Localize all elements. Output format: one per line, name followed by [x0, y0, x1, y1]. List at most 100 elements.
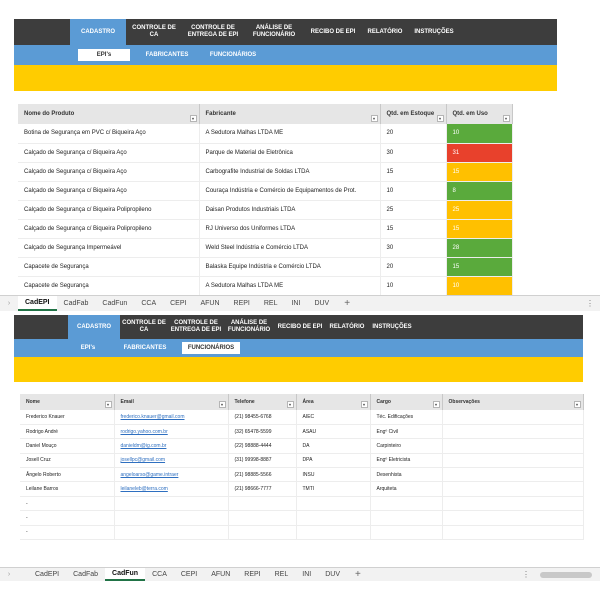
filter-dropdown-icon[interactable]: ▾: [502, 115, 510, 122]
sheet-tab-cca[interactable]: CCA: [152, 571, 167, 578]
filter-dropdown-icon[interactable]: ▾: [432, 401, 440, 408]
table-row[interactable]: Josell Cruz josellpc@gmail.com (31) 99998-…: [20, 453, 584, 469]
add-sheet-button[interactable]: +: [354, 569, 361, 580]
sheet-tab-cepi[interactable]: CEPI: [180, 571, 198, 578]
table-row[interactable]: Capacete de Segurança A Sedutora Malhas L…: [18, 276, 513, 296]
cell-qtd-estoque[interactable]: 25: [380, 200, 447, 220]
menu-controle-ca[interactable]: CONTROLE DE CA: [132, 25, 176, 38]
cell-nome[interactable]: -: [20, 496, 115, 512]
filter-dropdown-icon[interactable]: ▾: [360, 401, 368, 408]
sheet-tab-cepi[interactable]: CEPI: [170, 300, 187, 307]
table-row[interactable]: -: [20, 496, 584, 512]
table-row[interactable]: Calçado de Segurança Impermeável Weld Ste…: [18, 238, 513, 258]
sheet-tab-cca[interactable]: CCA: [141, 300, 157, 307]
cell-nome[interactable]: Daniel Mouço: [20, 438, 115, 454]
cell-cargo[interactable]: Carpinteiro: [370, 438, 443, 454]
table-row[interactable]: Calçado de Segurança c/ Biqueira Aço Cour…: [18, 181, 513, 201]
sheet-tab-duv[interactable]: DUV: [314, 300, 330, 307]
table-row[interactable]: -: [20, 525, 584, 541]
cell-fabricante[interactable]: Couraça Indústria e Comércio de Equipame…: [199, 181, 381, 201]
subtab-epis[interactable]: EPI's: [78, 49, 130, 61]
cell-cargo[interactable]: [370, 510, 443, 526]
cell-telefone[interactable]: [228, 510, 297, 526]
cell-telefone[interactable]: (32) 65478-5599: [228, 424, 297, 440]
table-row[interactable]: Calçado de Segurança c/ Biqueira Polipro…: [18, 200, 513, 220]
cell-observacoes[interactable]: [442, 496, 584, 512]
subtab-fabricantes[interactable]: FABRICANTES: [145, 52, 189, 58]
cell-email[interactable]: danieldm@ig.com.br: [114, 438, 229, 454]
cell-email[interactable]: leilaneleb@terra.com: [114, 481, 229, 497]
cell-observacoes[interactable]: [442, 410, 584, 425]
sheet-tab-repi[interactable]: REPI: [244, 571, 261, 578]
cell-area[interactable]: DPA: [296, 453, 371, 469]
cell-qtd-uso[interactable]: 28: [446, 238, 513, 258]
cell-observacoes[interactable]: [442, 467, 584, 483]
table-row[interactable]: Capacete de Segurança Balaska Equipe Indú…: [18, 257, 513, 277]
menu-controle-ca[interactable]: CONTROLE DE CA: [122, 320, 166, 333]
sheet-tab-rel[interactable]: REL: [274, 571, 289, 578]
cell-telefone[interactable]: (22) 98888-4444: [228, 438, 297, 454]
menu-controle-entrega-epi[interactable]: CONTROLE DE ENTREGA DE EPI: [170, 320, 222, 333]
cell-qtd-estoque[interactable]: 20: [380, 124, 447, 144]
table-row[interactable]: -: [20, 510, 584, 526]
cell-nome[interactable]: Ângelo Roberto: [20, 467, 115, 483]
cell-qtd-uso[interactable]: 10: [446, 276, 513, 296]
sheet-tab-cadfab[interactable]: CadFab: [63, 300, 89, 307]
table-row[interactable]: Calçado de Segurança c/ Biqueira Aço Carb…: [18, 162, 513, 182]
sheet-tab-afun[interactable]: AFUN: [200, 300, 220, 307]
cell-cargo[interactable]: Desenhista: [370, 467, 443, 483]
cell-email[interactable]: rodrigo.yahoo.com.br: [114, 424, 229, 440]
cell-cargo[interactable]: Arquiteta: [370, 481, 443, 497]
cell-cargo[interactable]: Téc. Edificações: [370, 410, 443, 425]
table-row[interactable]: Frederico Knauer frederico.knauer@gmail.c…: [20, 410, 584, 425]
cell-telefone[interactable]: [228, 496, 297, 512]
table-row[interactable]: Daniel Mouço danieldm@ig.com.br (22) 98888…: [20, 438, 584, 454]
cell-cargo[interactable]: [370, 496, 443, 512]
cell-observacoes[interactable]: [442, 453, 584, 469]
cell-qtd-estoque[interactable]: 10: [380, 181, 447, 201]
cell-nome[interactable]: Frederico Knauer: [20, 410, 115, 425]
cell-qtd-uso[interactable]: 15: [446, 219, 513, 239]
cell-telefone[interactable]: (21) 98455-6768: [228, 410, 297, 425]
cell-fabricante[interactable]: Daisan Produtos Industriais LTDA: [199, 200, 381, 220]
cell-fabricante[interactable]: Balaska Equipe Indústria e Comércio LTDA: [199, 257, 381, 277]
cell-telefone[interactable]: (31) 99998-8887: [228, 453, 297, 469]
cell-nome-produto[interactable]: Calçado de Segurança c/ Biqueira Aço: [18, 143, 200, 163]
cell-observacoes[interactable]: [442, 481, 584, 497]
filter-dropdown-icon[interactable]: ▾: [218, 401, 226, 408]
table-row[interactable]: Ângelo Roberto angeloarso@game.intraer (21…: [20, 467, 584, 483]
cell-fabricante[interactable]: A Sedutora Malhas LTDA ME: [199, 276, 381, 296]
cell-cargo[interactable]: [370, 525, 443, 541]
menu-relatorio[interactable]: RELATÓRIO: [367, 28, 403, 35]
cell-qtd-uso[interactable]: 31: [446, 143, 513, 163]
cell-area[interactable]: INSU: [296, 467, 371, 483]
cell-email[interactable]: josellpc@gmail.com: [114, 453, 229, 469]
cell-fabricante[interactable]: A Sedutora Malhas LTDA ME: [199, 124, 381, 144]
sheet-tab-afun[interactable]: AFUN: [211, 571, 231, 578]
cell-area[interactable]: ASAU: [296, 424, 371, 440]
cell-area[interactable]: DA: [296, 438, 371, 454]
cell-nome[interactable]: -: [20, 510, 115, 526]
menu-analise-funcionario[interactable]: ANÁLISE DE FUNCIONÁRIO: [227, 320, 271, 333]
menu-cadastro[interactable]: CADASTRO: [68, 315, 120, 339]
menu-recibo-epi[interactable]: RECIBO DE EPI: [277, 323, 323, 330]
sheet-tab-ini[interactable]: INI: [302, 571, 312, 578]
horizontal-scrollbar[interactable]: [540, 571, 592, 578]
menu-analise-funcionario[interactable]: ANÁLISE DE FUNCIONÁRIO: [252, 25, 296, 38]
add-sheet-button[interactable]: +: [344, 298, 351, 309]
cell-qtd-estoque[interactable]: 30: [380, 238, 447, 258]
cell-observacoes[interactable]: [442, 438, 584, 454]
cell-qtd-estoque[interactable]: 15: [380, 219, 447, 239]
cell-area[interactable]: [296, 510, 371, 526]
subtab-fabricantes[interactable]: FABRICANTES: [123, 345, 167, 351]
table-row[interactable]: Calçado de Segurança c/ Biqueira Aço Parq…: [18, 143, 513, 163]
cell-area[interactable]: [296, 525, 371, 541]
cell-area[interactable]: AIEC: [296, 410, 371, 425]
cell-telefone[interactable]: [228, 525, 297, 541]
cell-nome-produto[interactable]: Capacete de Segurança: [18, 257, 200, 277]
menu-instrucoes[interactable]: INSTRUÇÕES: [372, 323, 412, 330]
cell-telefone[interactable]: (21) 98666-7777: [228, 481, 297, 497]
filter-dropdown-icon[interactable]: ▾: [189, 115, 197, 122]
cell-fabricante[interactable]: Carbografite Industrial de Soldas LTDA: [199, 162, 381, 182]
cell-qtd-estoque[interactable]: 15: [380, 162, 447, 182]
